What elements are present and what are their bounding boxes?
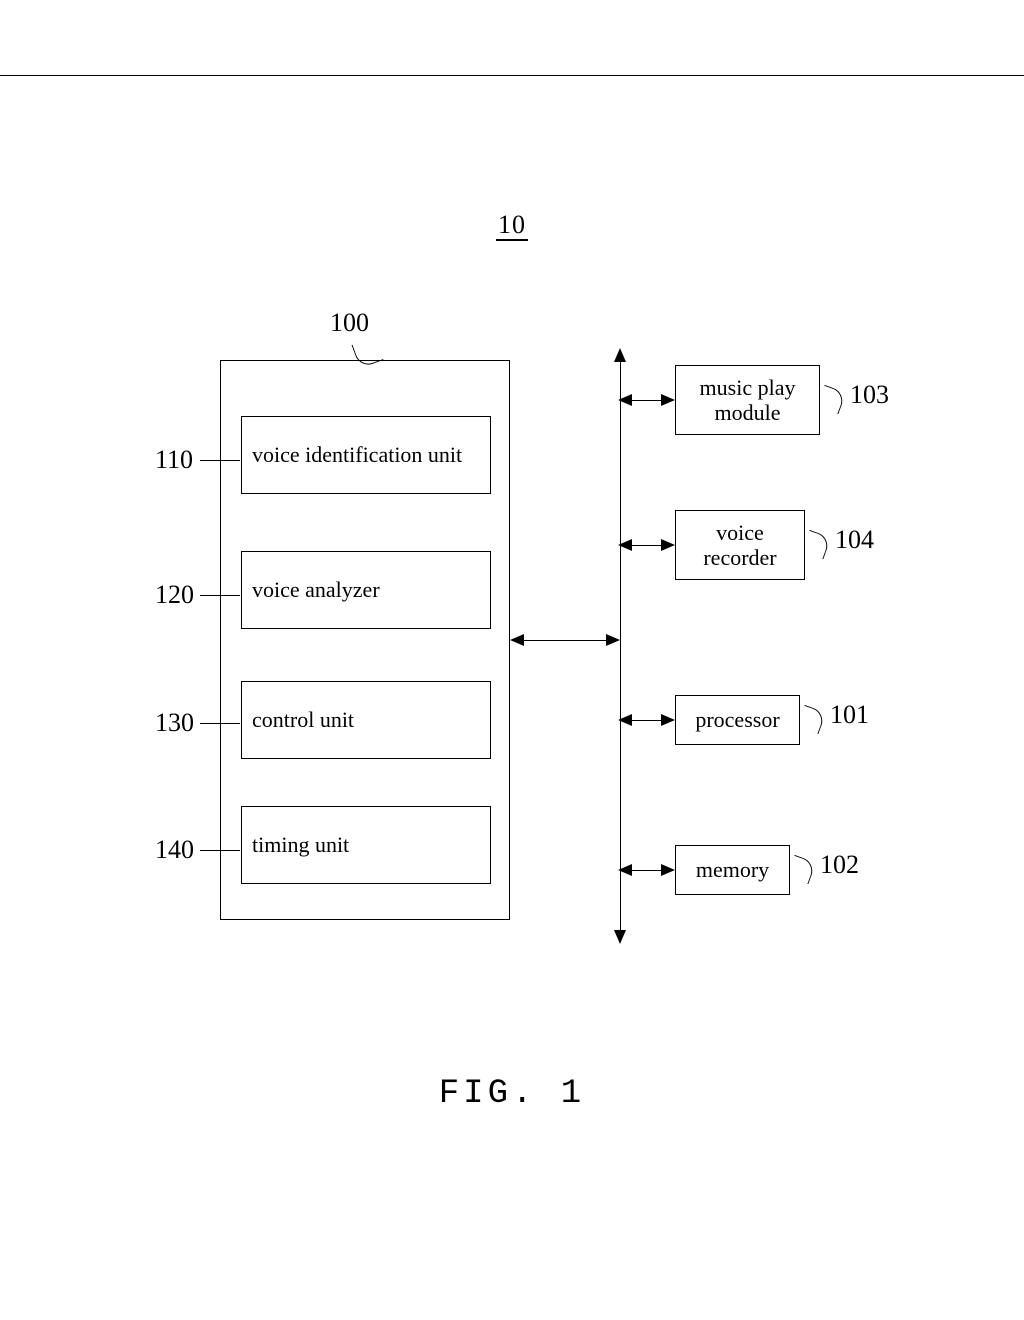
bus-arrow-up-icon <box>614 348 626 362</box>
bus-line <box>620 355 621 935</box>
block-timing-unit-label: timing unit <box>252 832 349 857</box>
block-processor: processor <box>675 695 800 745</box>
block-diagram: 100 voice identification unit voice anal… <box>100 300 924 1000</box>
block-control-unit-label: control unit <box>252 707 354 732</box>
block-memory-label: memory <box>696 857 769 882</box>
ref-104-leader <box>802 530 831 559</box>
conn-recorder-arrow-left-icon <box>618 539 632 551</box>
conn-recorder-arrow-right-icon <box>661 539 675 551</box>
block-voice-identification: voice identification unit <box>241 416 491 494</box>
block-timing-unit: timing unit <box>241 806 491 884</box>
ref-140: 140 <box>155 835 194 865</box>
conn-memory-arrow-left-icon <box>618 864 632 876</box>
conn-main-bus-arrow-left-icon <box>510 634 524 646</box>
ref-103-leader <box>817 385 846 414</box>
block-music-play-module: music play module <box>675 365 820 435</box>
ref-130: 130 <box>155 708 194 738</box>
block-voice-recorder: voice recorder <box>675 510 805 580</box>
patent-page: Patent Application Publication Sep. 12, … <box>0 0 1024 1320</box>
conn-processor-arrow-left-icon <box>618 714 632 726</box>
conn-main-bus <box>512 640 618 641</box>
main-box: voice identification unit voice analyzer… <box>220 360 510 920</box>
ref-110-line <box>200 460 240 461</box>
ref-101: 101 <box>830 700 869 730</box>
ref-110: 110 <box>155 445 193 475</box>
conn-music-arrow-left-icon <box>618 394 632 406</box>
ref-103: 103 <box>850 380 889 410</box>
assembly-ref-text: 10 <box>496 210 528 241</box>
conn-processor-arrow-right-icon <box>661 714 675 726</box>
ref-102: 102 <box>820 850 859 880</box>
block-control-unit: control unit <box>241 681 491 759</box>
block-music-play-module-label: music play module <box>684 375 811 426</box>
ref-104: 104 <box>835 525 874 555</box>
ref-130-line <box>200 723 240 724</box>
bus-arrow-down-icon <box>614 930 626 944</box>
conn-memory-arrow-right-icon <box>661 864 675 876</box>
assembly-ref: 10 <box>0 210 1024 240</box>
block-voice-analyzer-label: voice analyzer <box>252 577 380 602</box>
conn-main-bus-arrow-right-icon <box>606 634 620 646</box>
figure-label: FIG. 1 <box>0 1075 1024 1113</box>
ref-120: 120 <box>155 580 194 610</box>
header-rule <box>0 75 1024 76</box>
block-voice-analyzer: voice analyzer <box>241 551 491 629</box>
block-memory: memory <box>675 845 790 895</box>
ref-120-line <box>200 595 240 596</box>
main-box-ref: 100 <box>330 308 369 338</box>
ref-140-line <box>200 850 240 851</box>
block-voice-recorder-label: voice recorder <box>684 520 796 571</box>
conn-music-arrow-right-icon <box>661 394 675 406</box>
block-voice-identification-label: voice identification unit <box>252 442 462 467</box>
ref-101-leader <box>797 705 826 734</box>
block-processor-label: processor <box>695 707 779 732</box>
ref-102-leader <box>787 855 816 884</box>
